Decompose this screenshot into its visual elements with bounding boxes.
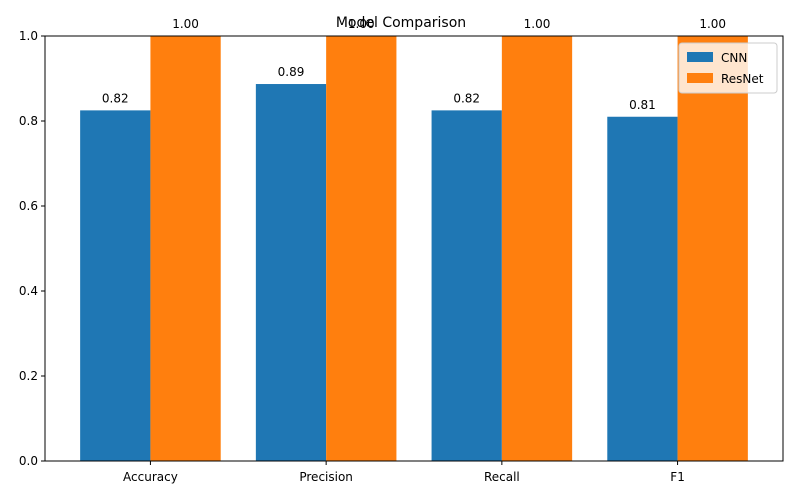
bar-cnn-accuracy [80,110,151,461]
data-label-cnn-precision: 0.89 [278,65,305,79]
x-tick-label-recall: Recall [484,470,520,484]
data-label-resnet-f1: 1.00 [699,17,726,31]
plot-frame [44,35,784,462]
data-label-cnn-accuracy: 0.82 [102,91,129,105]
legend-label-cnn: CNN [721,51,747,65]
y-tick-label: 0.8 [19,114,38,128]
data-label-resnet-accuracy: 1.00 [172,17,199,31]
bar-resnet-precision [326,36,397,461]
x-tick-label-precision: Precision [299,470,353,484]
legend-swatch-cnn [687,52,713,62]
y-tick-label: 1.0 [19,29,38,43]
bar-cnn-precision [255,84,327,462]
x-tick-label-f1: F1 [670,470,685,484]
y-tick-label: 0.6 [19,199,38,213]
bar-cnn-recall [431,110,502,461]
bar-resnet-f1 [677,36,748,461]
data-label-resnet-precision: 1.00 [348,17,375,31]
bar-cnn-f1 [607,116,678,461]
chart-title: Model Comparison [336,15,466,31]
y-tick-label: 0.4 [19,284,38,298]
legend-label-resnet: ResNet [721,72,764,86]
data-label-cnn-recall: 0.82 [453,91,480,105]
data-label-resnet-recall: 1.00 [524,17,551,31]
x-tick-label-accuracy: Accuracy [123,470,178,484]
legend-swatch-resnet [687,73,713,83]
y-tick-label: 0.0 [19,454,38,468]
bar-resnet-recall [501,36,573,461]
data-label-cnn-f1: 0.81 [629,98,656,112]
bar-resnet-accuracy [150,36,221,461]
y-tick-label: 0.2 [19,369,38,383]
